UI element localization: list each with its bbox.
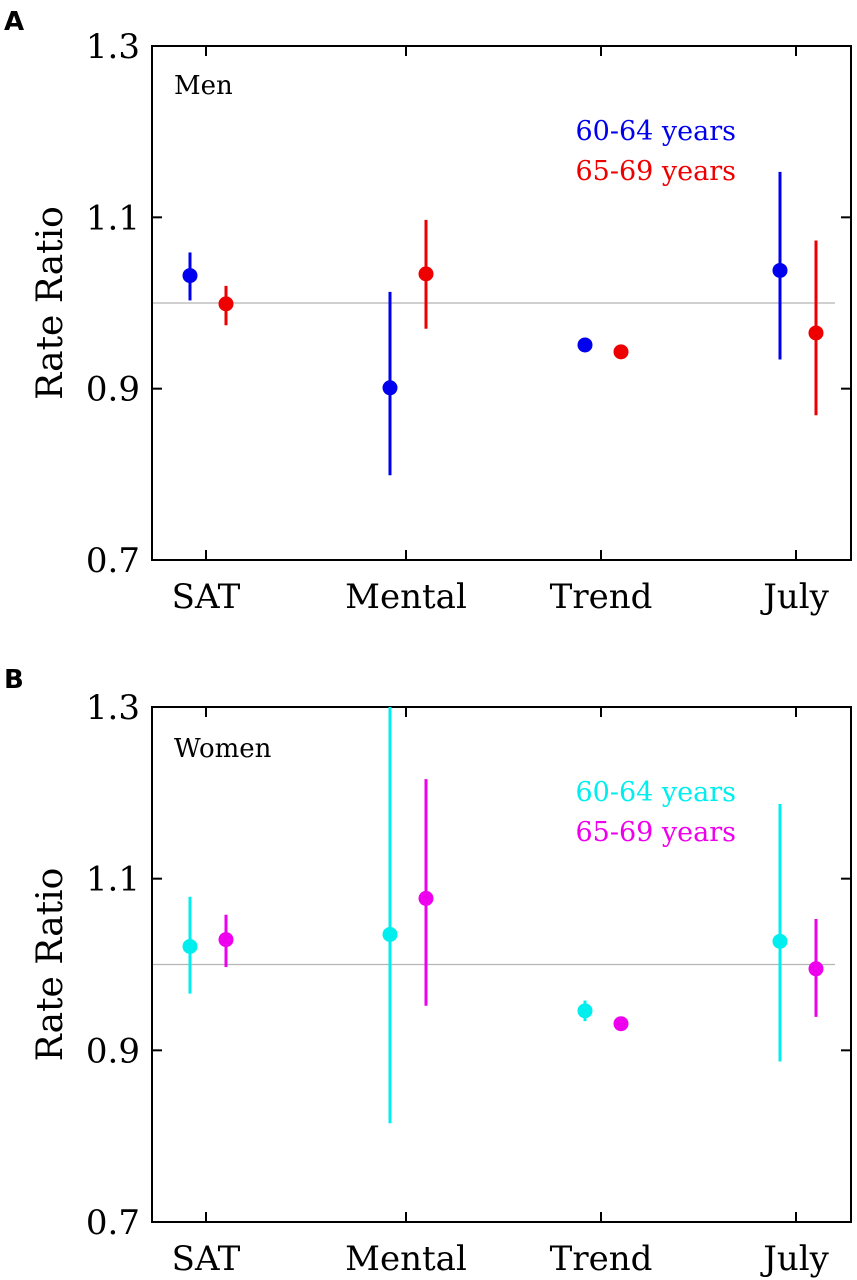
legend-entry: 65-69 years: [575, 156, 736, 187]
panel-b: B 0.7 0.9 1.1 1.3 SAT Mental Trend July Rate Rati…: [4, 665, 852, 1279]
data-point: [613, 1016, 629, 1032]
x-tick-label: July: [760, 577, 829, 617]
data-point: [382, 380, 398, 396]
data-point: [218, 932, 234, 948]
y-axis-label: Rate Ratio: [30, 868, 71, 1062]
panel-title: Men: [174, 71, 233, 101]
x-tick-label: Trend: [550, 577, 653, 617]
series-1: [182, 171, 788, 476]
panel-a: A 0.7 0.9 1.1 1.3 SAT Mental Trend July Rate Rati…: [4, 7, 852, 617]
x-tick-label: SAT: [172, 1239, 241, 1279]
y-tick-label: 0.9: [86, 1031, 140, 1071]
x-tick-label: SAT: [172, 577, 241, 617]
data-point: [577, 1003, 593, 1019]
data-point: [182, 268, 198, 284]
y-tick-label: 1.1: [86, 198, 140, 238]
data-point: [382, 926, 398, 942]
panel-title: Women: [174, 734, 272, 764]
x-tick-label: Mental: [345, 1239, 467, 1279]
y-tick-label: 1.3: [86, 688, 140, 728]
legend-entry: 60-64 years: [575, 777, 736, 808]
series-2: [218, 779, 824, 1032]
legend-entry: 65-69 years: [575, 817, 736, 848]
data-point: [772, 933, 788, 949]
data-point: [808, 325, 824, 341]
plot-frame: [151, 706, 852, 1223]
y-tick-label: 1.1: [86, 860, 140, 900]
y-tick-label: 0.7: [86, 541, 140, 581]
x-tick-label: July: [760, 1239, 829, 1279]
plot-frame: [151, 45, 852, 561]
x-tick-label: Mental: [345, 577, 467, 617]
data-point: [418, 890, 434, 906]
series-2: [218, 219, 824, 416]
y-tick-label: 0.7: [86, 1203, 140, 1243]
data-point: [182, 938, 198, 954]
legend-entry: 60-64 years: [575, 116, 736, 147]
y-tick-label: 0.9: [86, 370, 140, 410]
data-point: [808, 961, 824, 977]
data-point: [418, 266, 434, 282]
panel-letter: B: [4, 665, 24, 695]
series-1: [182, 707, 788, 1124]
data-point: [772, 262, 788, 278]
y-tick-label: 1.3: [86, 27, 140, 67]
panel-letter: A: [4, 7, 24, 37]
data-point: [577, 337, 593, 353]
data-point: [218, 296, 234, 312]
x-tick-label: Trend: [550, 1239, 653, 1279]
data-point: [613, 344, 629, 360]
y-axis-label: Rate Ratio: [30, 206, 71, 400]
